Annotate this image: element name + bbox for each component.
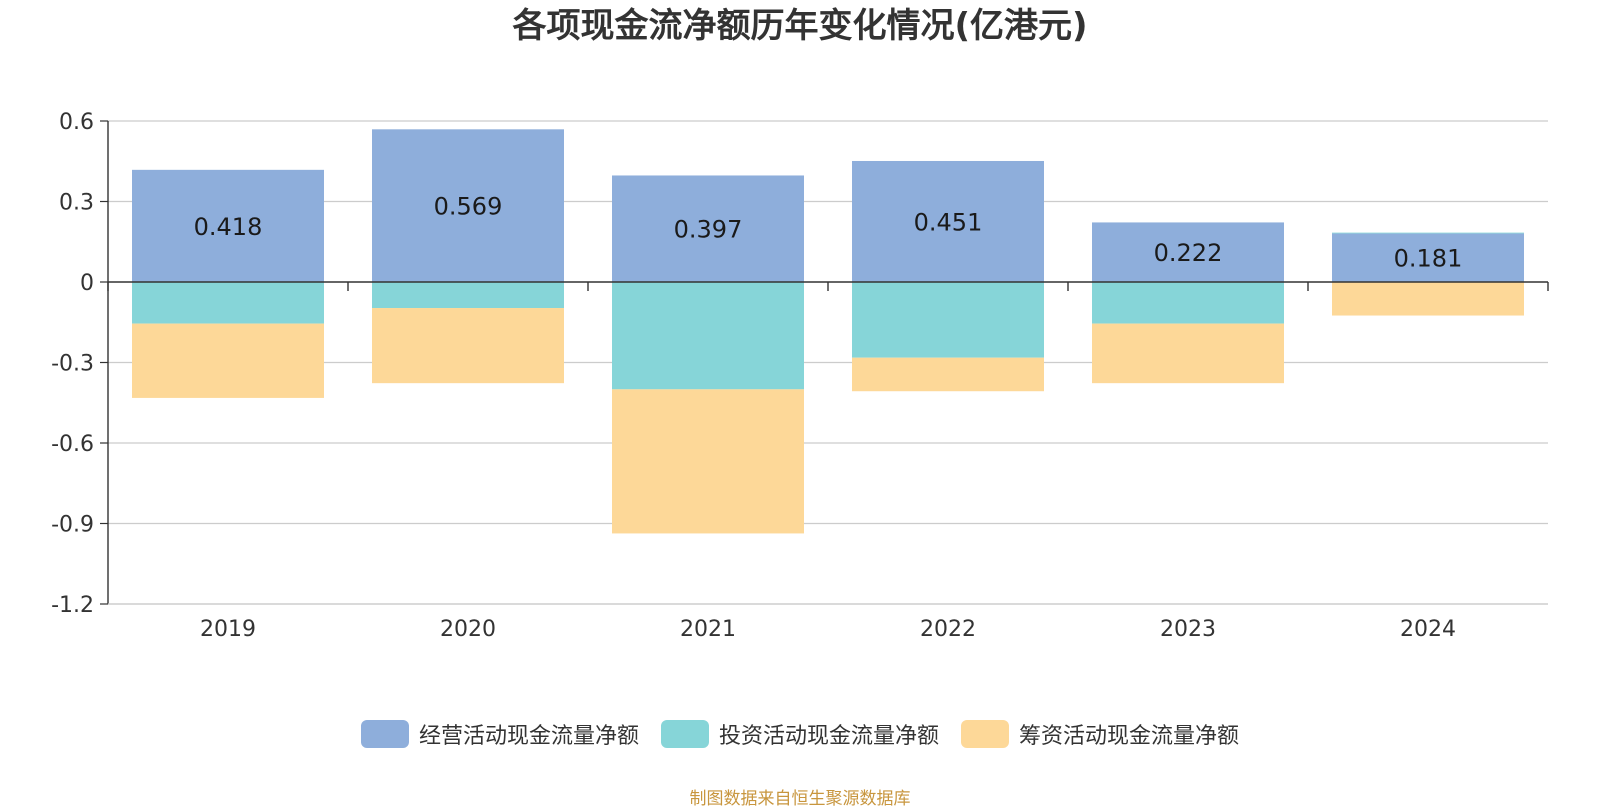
x-tick-label: 2023 — [1160, 617, 1216, 642]
bar-5-2 — [1332, 282, 1524, 316]
x-tick-label: 2020 — [440, 617, 496, 642]
bar-3-0 — [852, 160, 1044, 282]
x-tick-label: 2022 — [920, 617, 976, 642]
data-label: 0.181 — [1394, 245, 1463, 273]
legend-swatch-operating — [360, 720, 409, 748]
legend-item-investing[interactable]: 投资活动现金流量净额 — [660, 718, 939, 750]
bar-0-1 — [132, 282, 324, 324]
y-tick-label: -0.3 — [51, 352, 94, 377]
bar-5-1 — [1332, 232, 1524, 234]
x-tick-label: 2024 — [1400, 617, 1456, 642]
legend-swatch-financing — [961, 720, 1009, 748]
y-tick-label: 0 — [80, 271, 94, 296]
source-note: 制图数据来自恒生聚源数据库 — [689, 789, 911, 809]
y-tick-label: 0.6 — [59, 110, 94, 135]
bar-4-2 — [1092, 323, 1284, 384]
bar-2-2 — [612, 389, 804, 534]
bar-3-2 — [852, 357, 1044, 392]
bar-5-0 — [1332, 233, 1524, 282]
data-label: 0.397 — [674, 216, 743, 244]
bar-1-2 — [372, 308, 564, 384]
bar-1-1 — [372, 282, 564, 309]
legend: 经营活动现金流量净额 投资活动现金流量净额 筹资活动现金流量净额 — [0, 718, 1600, 750]
bar-2-1 — [612, 282, 804, 390]
y-tick-label: -1.2 — [51, 593, 94, 618]
data-label: 0.451 — [914, 208, 983, 236]
legend-item-operating[interactable]: 经营活动现金流量净额 — [360, 718, 639, 750]
data-label: 0.418 — [194, 213, 263, 241]
bar-4-0 — [1092, 222, 1284, 282]
bar-4-1 — [1092, 282, 1284, 324]
data-label: 0.569 — [434, 193, 503, 221]
x-tick-label: 2021 — [680, 617, 736, 642]
legend-label-financing: 筹资活动现金流量净额 — [1019, 724, 1240, 749]
y-tick-label: 0.3 — [59, 191, 94, 216]
labels: 0.6 0.3 0 -0.3 -0.6 -0.9 -1.2 0.418 2019 0.569 202… — [51, 110, 1462, 642]
legend-label-investing: 投资活动现金流量净额 — [718, 724, 939, 749]
chart-title: 各项现金流净额历年变化情况(亿港元) — [512, 6, 1088, 46]
axes — [100, 120, 1549, 605]
bar-0-2 — [132, 323, 324, 398]
legend-swatch-investing — [660, 720, 709, 748]
bar-1-0 — [372, 129, 564, 282]
legend-item-financing[interactable]: 筹资活动现金流量净额 — [961, 718, 1239, 750]
bars — [132, 129, 1524, 534]
legend-label-operating: 经营活动现金流量净额 — [418, 724, 639, 749]
bar-3-1 — [852, 282, 1044, 358]
bar-0-0 — [132, 169, 324, 282]
bar-2-0 — [612, 175, 804, 282]
y-tick-label: -0.9 — [51, 513, 94, 538]
y-tick-label: -0.6 — [51, 432, 94, 457]
x-tick-label: 2019 — [200, 617, 256, 642]
data-label: 0.222 — [1154, 239, 1223, 267]
